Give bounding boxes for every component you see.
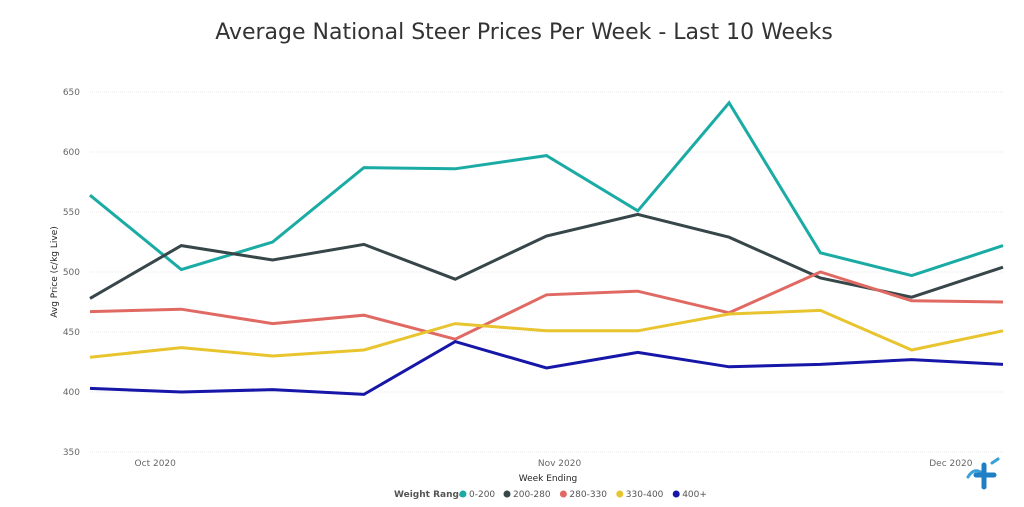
legend-marker-330-400 bbox=[616, 490, 624, 498]
y-tick-label: 450 bbox=[63, 328, 80, 338]
y-tick-label: 650 bbox=[63, 88, 80, 98]
series-line-200-280 bbox=[89, 212, 1004, 300]
chart-title: Average National Steer Prices Per Week -… bbox=[215, 20, 833, 45]
gridlines bbox=[90, 91, 1003, 453]
y-tick-label: 400 bbox=[63, 388, 80, 398]
y-axis-ticks: 350 400 450 500 550 600 650 bbox=[63, 88, 80, 458]
series-lines bbox=[89, 100, 1004, 396]
y-tick-label: 600 bbox=[63, 148, 80, 158]
y-tick-label: 550 bbox=[63, 208, 80, 218]
legend-marker-0-200 bbox=[459, 490, 467, 498]
legend: Weight Range 0-200 200-280 280-330 330-400 40… bbox=[394, 490, 707, 500]
legend-label-330-400: 330-400 bbox=[626, 490, 664, 500]
legend-title: Weight Range bbox=[394, 490, 465, 500]
x-tick-label: Oct 2020 bbox=[135, 459, 177, 469]
legend-label-400+: 400+ bbox=[682, 490, 707, 500]
legend-marker-200-280 bbox=[503, 490, 511, 498]
legend-label-0-200: 0-200 bbox=[469, 490, 495, 500]
x-tick-label: Dec 2020 bbox=[929, 459, 972, 469]
legend-label-280-330: 280-330 bbox=[569, 490, 607, 500]
legend-marker-400+ bbox=[672, 490, 680, 498]
y-axis-title: Avg Price (c/kg Live) bbox=[50, 226, 60, 318]
legend-label-200-280: 200-280 bbox=[513, 490, 551, 500]
series-line-330-400 bbox=[89, 308, 1004, 359]
x-tick-label: Nov 2020 bbox=[538, 459, 582, 469]
y-tick-label: 350 bbox=[63, 448, 80, 458]
series-line-0-200 bbox=[89, 100, 1004, 278]
brand-logo-icon bbox=[966, 457, 1000, 490]
legend-marker-280-330 bbox=[559, 490, 567, 498]
x-axis-ticks: Oct 2020 Nov 2020 Dec 2020 bbox=[135, 459, 973, 469]
x-axis-title: Week Ending bbox=[519, 474, 578, 484]
y-tick-label: 500 bbox=[63, 268, 80, 278]
series-line-280-330 bbox=[89, 270, 1004, 341]
series-line-400+ bbox=[89, 339, 1004, 396]
